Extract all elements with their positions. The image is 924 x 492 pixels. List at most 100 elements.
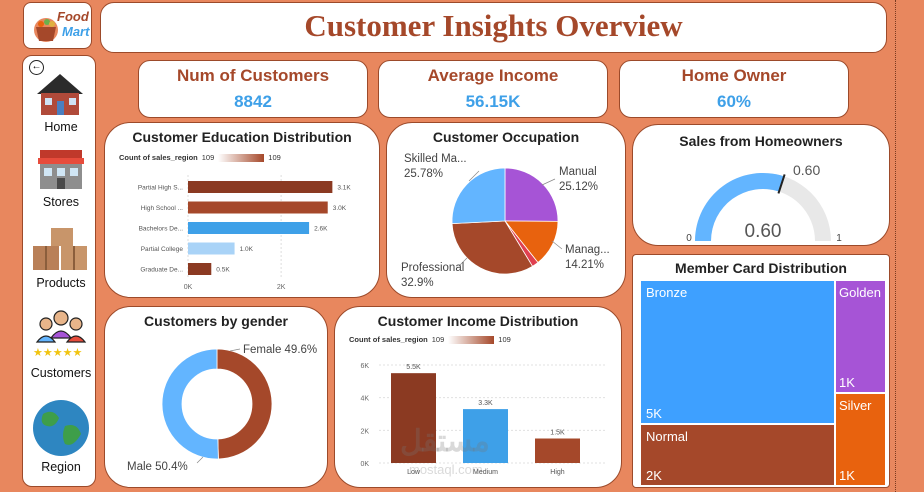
y-tick-label: 0K bbox=[360, 461, 369, 468]
slice-label: Male 50.4% bbox=[127, 461, 188, 473]
slice-percent: 14.21% bbox=[565, 259, 604, 271]
leader-line bbox=[468, 170, 480, 182]
data-label: 3.3K bbox=[478, 400, 493, 407]
kpi-value: 60% bbox=[716, 92, 752, 111]
income-bar-chart: 0K 2K 4K 6K 5.5K Low 3.3K Medium 1.5K High bbox=[360, 363, 605, 476]
y-tick-label: 4K bbox=[360, 396, 369, 403]
income-chart-card: Customer Income Distribution Count of sa… bbox=[334, 306, 622, 488]
homeowner-gauge-card: Sales from Homeowners 0.60 0.60 0 1 bbox=[632, 124, 890, 246]
bar bbox=[188, 181, 333, 193]
kpi-label: Num of Customers bbox=[176, 66, 330, 85]
chart-title: Customer Occupation bbox=[432, 129, 580, 145]
gauge-min-label: 0 bbox=[686, 233, 692, 244]
legend-gradient bbox=[218, 153, 265, 162]
leader-line bbox=[541, 178, 556, 186]
y-tick-label: Bachelors De... bbox=[139, 226, 184, 233]
sidebar-item-label: Products bbox=[36, 276, 86, 290]
x-tick-label: High bbox=[550, 469, 565, 476]
sidebar-item-region[interactable]: Region bbox=[23, 398, 95, 474]
treemap-tile-normal[interactable]: Normal 2K bbox=[641, 425, 834, 485]
chart-title: Customer Education Distribution bbox=[132, 129, 352, 145]
treemap-tile-golden[interactable]: Golden 1K bbox=[836, 281, 885, 392]
people-icon: ★★★★★ bbox=[33, 310, 87, 359]
chart-legend: Count of sales_region 109 109 bbox=[119, 153, 281, 162]
legend-gradient bbox=[448, 335, 495, 344]
page-title: Customer Insights Overview bbox=[304, 8, 683, 43]
sidebar-item-stores[interactable]: Stores bbox=[23, 146, 95, 210]
bar bbox=[391, 373, 436, 463]
legend-max: 109 bbox=[268, 153, 281, 162]
chart-legend: Count of sales_region 109 109 bbox=[349, 335, 511, 344]
tile-name: Normal bbox=[646, 429, 688, 444]
pie-slice bbox=[504, 167, 559, 222]
data-label: 1.5K bbox=[550, 430, 565, 437]
sidebar-item-home[interactable]: Home bbox=[23, 68, 95, 136]
data-label: 2.6K bbox=[314, 226, 328, 233]
member-card-chart-card: Member Card Distribution Bronze 5K Golde… bbox=[632, 254, 890, 488]
y-tick-label: Graduate De... bbox=[140, 267, 183, 274]
watermark-arabic: مستقل bbox=[400, 425, 490, 458]
tile-value: 1K bbox=[839, 375, 855, 390]
house-icon bbox=[37, 74, 83, 115]
x-tick-label: 0K bbox=[184, 284, 193, 291]
header-card: Customer Insights Overview bbox=[100, 2, 887, 53]
chart-title: Sales from Homeowners bbox=[679, 133, 843, 149]
data-label: 1.0K bbox=[240, 246, 254, 253]
kpi-label: Home Owner bbox=[681, 66, 787, 85]
gauge-target-marker bbox=[777, 174, 786, 194]
sidebar-item-label: Customers bbox=[30, 366, 92, 380]
legend-min: 109 bbox=[431, 335, 445, 344]
pie-slice bbox=[451, 220, 534, 275]
treemap-tile-silver[interactable]: Silver 1K bbox=[836, 394, 885, 485]
bar bbox=[188, 201, 328, 214]
pie-slice bbox=[451, 167, 506, 225]
occupation-chart-card: Customer Occupation Manual 25.12% Manag...… bbox=[386, 122, 626, 298]
legend-max: 109 bbox=[498, 335, 511, 344]
slice-percent: 25.78% bbox=[404, 168, 443, 180]
watermark-url: mostaql.com bbox=[409, 462, 483, 477]
x-tick-label: 2K bbox=[277, 284, 286, 291]
data-label: 5.5K bbox=[406, 364, 421, 371]
tile-name: Golden bbox=[839, 285, 881, 300]
chart-title: Customers by gender bbox=[144, 313, 288, 329]
sidebar-item-products[interactable]: Products bbox=[23, 224, 95, 290]
logo-text-food: Food bbox=[57, 9, 89, 24]
food-mart-logo bbox=[34, 18, 58, 42]
store-icon bbox=[38, 150, 84, 189]
tile-name: Bronze bbox=[646, 285, 688, 300]
logo-card: Food Mart bbox=[23, 2, 92, 49]
bar bbox=[188, 263, 212, 275]
slice-name: Manual bbox=[559, 166, 597, 178]
back-arrow-icon[interactable]: ← bbox=[29, 60, 44, 75]
tile-name: Silver bbox=[839, 398, 872, 413]
kpi-value: 8842 bbox=[234, 92, 272, 111]
sidebar-item-label: Home bbox=[44, 120, 78, 134]
kpi-card-customers: Num of Customers 8842 bbox=[138, 60, 368, 118]
sidebar-item-customers[interactable]: ★★★★★ Customers bbox=[23, 306, 95, 380]
y-tick-label: Partial High S... bbox=[138, 185, 183, 192]
y-tick-label: 2K bbox=[360, 428, 369, 435]
homeowner-gauge-chart: 0.60 0.60 0 1 bbox=[686, 162, 842, 244]
bar bbox=[535, 438, 580, 463]
data-label: 3.1K bbox=[337, 185, 351, 192]
tile-value: 2K bbox=[646, 468, 662, 483]
gauge-max-label: 1 bbox=[836, 233, 842, 244]
legend-label: Count of sales_region bbox=[119, 153, 198, 162]
treemap-tile-bronze[interactable]: Bronze 5K bbox=[641, 281, 834, 423]
y-tick-label: High School ... bbox=[141, 205, 183, 212]
education-chart-card: Customer Education Distribution Count of… bbox=[104, 122, 380, 298]
leader-line bbox=[551, 240, 563, 250]
y-tick-label: 6K bbox=[360, 363, 369, 370]
slice-name: Manag... bbox=[565, 244, 610, 256]
tile-value: 1K bbox=[839, 468, 855, 483]
slice-percent: 32.9% bbox=[401, 277, 434, 289]
svg-text:★★★★★: ★★★★★ bbox=[33, 347, 82, 359]
donut-slice bbox=[216, 348, 273, 460]
globe-icon bbox=[33, 400, 89, 456]
legend-label: Count of sales_region bbox=[349, 335, 428, 344]
bar bbox=[188, 222, 310, 234]
boxes-icon bbox=[33, 228, 87, 270]
data-label: 3.0K bbox=[333, 205, 347, 212]
education-bar-chart: 0K 2K Partial High S... 3.1K High School ...… bbox=[138, 175, 351, 291]
gauge-value-label: 0.60 bbox=[745, 221, 782, 242]
